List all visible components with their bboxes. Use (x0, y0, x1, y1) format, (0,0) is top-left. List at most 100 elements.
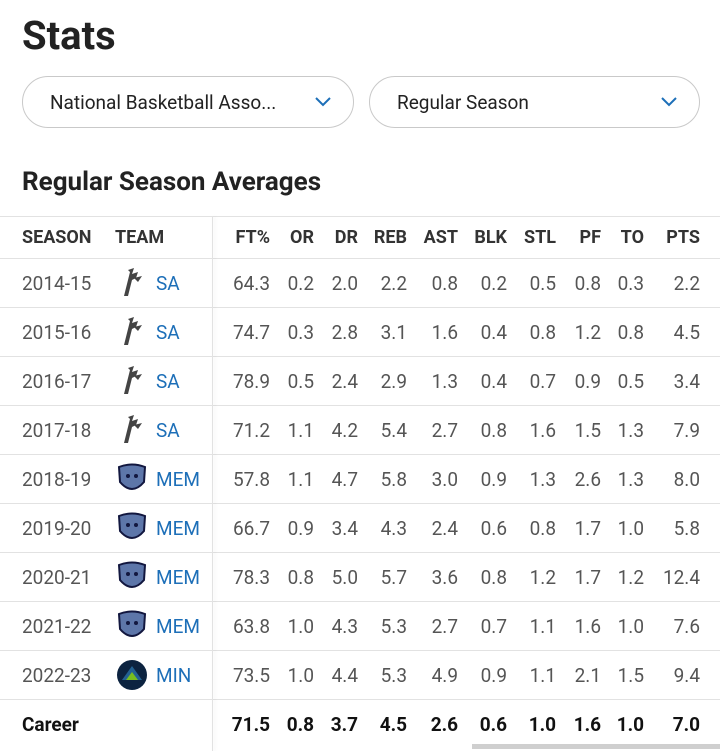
stat-value: 1.3 (431, 370, 458, 393)
stat-value: 0.4 (480, 321, 507, 344)
stat-value: 0.4 (480, 370, 507, 393)
stat-value: 2.1 (574, 664, 601, 687)
stat-value: 4.9 (431, 664, 458, 687)
stat-value: 0.7 (480, 615, 507, 638)
stat-value: 2.7 (431, 615, 458, 638)
stat-value: 2.7 (431, 419, 458, 442)
header-border (0, 258, 720, 259)
team-logo (124, 268, 142, 296)
row-border (0, 454, 720, 455)
column-header: TEAM (115, 227, 165, 248)
stat-value: 2.8 (331, 321, 358, 344)
stat-value: 3.1 (380, 321, 407, 344)
stat-value: 1.5 (617, 664, 644, 687)
season-type-dropdown[interactable]: Regular Season (369, 76, 700, 128)
stat-value: 7.9 (673, 419, 700, 442)
stat-value: 0.8 (529, 517, 556, 540)
column-header: SEASON (22, 227, 92, 248)
dropdown-label: National Basketball Asso... (50, 91, 277, 114)
team-link[interactable]: MIN (156, 664, 192, 687)
stat-value: 1.6 (529, 419, 556, 442)
stat-value: 1.3 (617, 468, 644, 491)
team-link[interactable]: SA (156, 321, 180, 344)
stat-value: 2.6 (574, 468, 601, 491)
stat-value: 7.6 (673, 615, 700, 638)
column-header: PF (579, 227, 601, 248)
stat-value: 2.0 (331, 272, 358, 295)
page-title: Stats (22, 12, 116, 59)
stat-value: 3.4 (673, 370, 700, 393)
career-value: 3.7 (330, 713, 358, 736)
stat-value: 4.3 (380, 517, 407, 540)
stat-value: 0.9 (574, 370, 601, 393)
stat-value: 2.2 (673, 272, 700, 295)
section-title: Regular Season Averages (22, 167, 322, 197)
chevron (315, 97, 331, 107)
stat-value: 4.7 (331, 468, 358, 491)
team-link[interactable]: MEM (156, 615, 200, 638)
stat-value: 64.3 (232, 272, 270, 295)
season: 2018-19 (22, 468, 92, 491)
row-border (0, 699, 720, 700)
team-logo (117, 660, 147, 690)
chevron (661, 97, 677, 107)
season: 2021-22 (22, 615, 92, 638)
stat-value: 78.3 (232, 566, 270, 589)
stat-value: 1.3 (529, 468, 556, 491)
column-header: STL (524, 227, 556, 248)
stat-value: 0.5 (617, 370, 644, 393)
stat-value: 4.2 (331, 419, 358, 442)
stat-value: 3.0 (431, 468, 458, 491)
stat-value: 0.9 (480, 664, 507, 687)
team-link[interactable]: SA (156, 272, 180, 295)
stat-value: 2.2 (380, 272, 407, 295)
row-border (0, 552, 720, 553)
stat-value: 1.6 (574, 615, 601, 638)
team-link[interactable]: MEM (156, 517, 200, 540)
stat-value: 5.7 (380, 566, 407, 589)
league-dropdown[interactable]: National Basketball Asso... (22, 76, 354, 128)
team-logo (124, 366, 142, 394)
career-value: 1.0 (616, 713, 644, 736)
stat-value: 0.9 (480, 468, 507, 491)
stat-value: 5.3 (380, 664, 407, 687)
stat-value: 1.3 (617, 419, 644, 442)
team-logo (117, 463, 147, 490)
stat-value: 0.8 (480, 566, 507, 589)
team-link[interactable]: MEM (156, 566, 200, 589)
stat-value: 3.4 (331, 517, 358, 540)
stat-value: 1.0 (287, 664, 314, 687)
stat-value: 1.2 (529, 566, 556, 589)
stat-value: 0.8 (574, 272, 601, 295)
stat-value: 1.1 (529, 664, 556, 687)
stat-value: 0.2 (287, 272, 314, 295)
stat-value: 0.8 (529, 321, 556, 344)
stat-value: 9.4 (673, 664, 700, 687)
stat-value: 12.4 (662, 566, 700, 589)
stat-value: 0.7 (529, 370, 556, 393)
stat-value: 57.8 (232, 468, 270, 491)
row-border (0, 650, 720, 651)
column-header: TO (620, 227, 644, 248)
stat-value: 0.9 (287, 517, 314, 540)
career-value: 7.0 (672, 713, 700, 736)
column-header: BLK (474, 227, 507, 248)
stat-value: 5.8 (673, 517, 700, 540)
stat-value: 0.5 (529, 272, 556, 295)
scrollbar (472, 744, 720, 749)
stat-value: 2.9 (380, 370, 407, 393)
stat-value: 0.8 (480, 419, 507, 442)
stat-value: 1.7 (574, 517, 601, 540)
column-divider (212, 216, 213, 751)
season: 2016-17 (22, 370, 92, 393)
stat-value: 1.1 (287, 419, 314, 442)
stat-value: 2.4 (431, 517, 458, 540)
column-header: PTS (666, 227, 700, 248)
column-header: AST (423, 227, 458, 248)
row-border (0, 356, 720, 357)
team-link[interactable]: SA (156, 370, 180, 393)
stat-value: 1.6 (431, 321, 458, 344)
team-link[interactable]: SA (156, 419, 180, 442)
team-link[interactable]: MEM (156, 468, 200, 491)
